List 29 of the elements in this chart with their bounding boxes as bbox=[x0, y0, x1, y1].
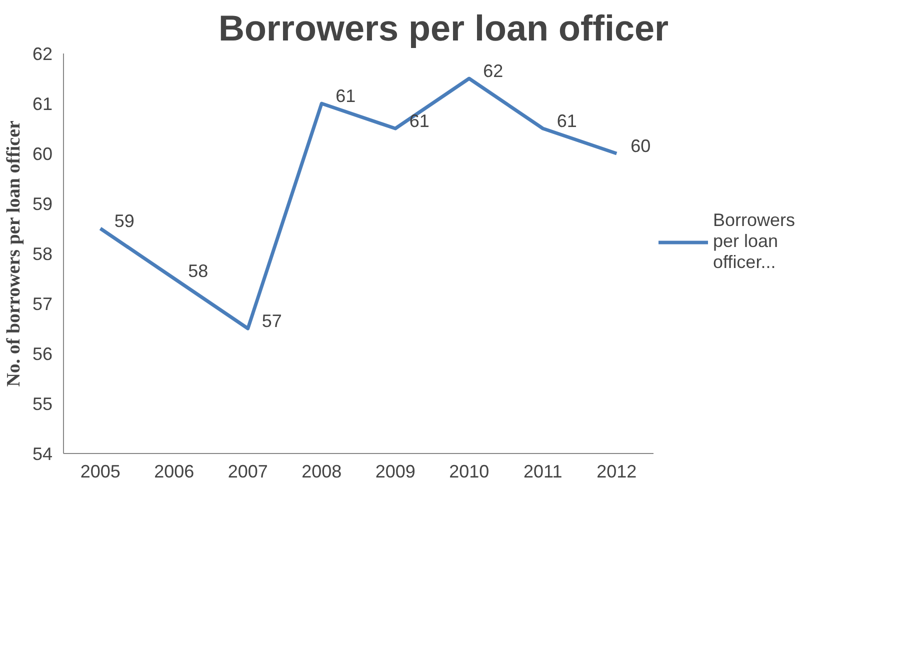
chart-title: Borrowers per loan officer bbox=[218, 8, 669, 48]
x-tick-label: 2006 bbox=[154, 462, 194, 482]
y-tick-label: 57 bbox=[32, 294, 53, 314]
y-tick-label: 61 bbox=[32, 94, 53, 114]
x-tick-label: 2007 bbox=[228, 462, 268, 482]
data-label: 61 bbox=[336, 86, 356, 106]
y-tick-label: 60 bbox=[32, 144, 53, 164]
data-label: 59 bbox=[114, 211, 134, 231]
data-label: 61 bbox=[409, 111, 430, 131]
x-tick-label: 2012 bbox=[596, 462, 637, 482]
x-tick-label: 2008 bbox=[302, 462, 342, 482]
data-label: 62 bbox=[483, 61, 504, 81]
y-tick-label: 54 bbox=[32, 444, 53, 464]
data-label: 60 bbox=[630, 136, 651, 156]
y-axis-title: No. of borrowers per loan officer bbox=[3, 120, 24, 387]
data-label: 57 bbox=[262, 311, 282, 331]
data-label: 58 bbox=[188, 261, 208, 281]
y-tick-label: 56 bbox=[32, 344, 53, 364]
y-tick-label: 55 bbox=[32, 394, 53, 414]
x-tick-label: 2005 bbox=[80, 462, 120, 482]
legend-label: Borrowers per loan officer... bbox=[713, 210, 796, 273]
x-tick-label: 2010 bbox=[449, 462, 490, 482]
line-series bbox=[98, 76, 618, 330]
y-tick-label: 62 bbox=[32, 44, 53, 64]
y-tick-label: 58 bbox=[32, 244, 53, 264]
data-label: 61 bbox=[556, 111, 577, 131]
x-tick-label: 2011 bbox=[524, 462, 562, 482]
y-tick-label: 59 bbox=[32, 194, 53, 214]
x-tick-label: 2009 bbox=[375, 462, 416, 482]
